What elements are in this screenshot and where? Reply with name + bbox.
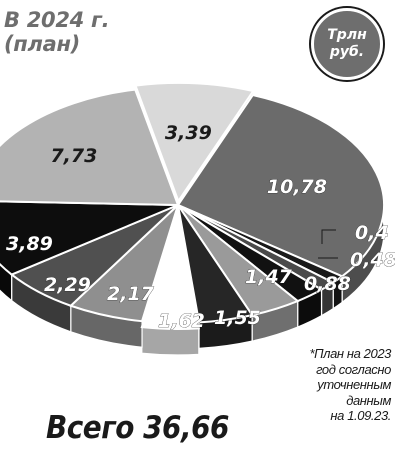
footnote-line: год согласно [316, 361, 391, 377]
footnote-line: *План на 2023 [309, 346, 391, 361]
slice-value-label: 7,73 [50, 145, 97, 167]
pie-slice [177, 204, 254, 324]
unit-label-line-1: Трлн [327, 27, 367, 43]
slice-value-label: 3,89 [6, 233, 53, 255]
slice-value-label: 0,88 [304, 273, 351, 295]
pie-slice [176, 93, 385, 278]
slice-value-label: 3,39 [165, 122, 212, 144]
pie-slice [0, 200, 179, 276]
slice-value-label: 0,48 [350, 249, 395, 271]
slice-value-label: 1,62 [158, 310, 205, 332]
unit-label: Трлн руб. [314, 27, 380, 61]
total-value: 36,66 [143, 410, 229, 446]
leader-line [321, 229, 336, 244]
slice-value-label: 1,55 [214, 307, 261, 329]
title-line-1: В 2024 г. [4, 8, 110, 32]
slice-value-label: 1,47 [245, 266, 293, 288]
pie-slice [0, 88, 180, 207]
footnote-line: на 1.09.23. [330, 408, 391, 423]
pie-slice [140, 210, 200, 330]
pie-top-face [0, 82, 385, 330]
total-label: Всего [46, 410, 134, 446]
pie-slice [134, 82, 255, 204]
slice-value-label: 2,17 [107, 283, 155, 305]
slice-value-label: 2,29 [44, 274, 91, 296]
total-sum: Всего 36,66 [46, 410, 266, 446]
pie-leader-lines [318, 229, 338, 259]
unit-badge: Трлн руб. [311, 8, 383, 80]
slice-value-label: 10,78 [267, 176, 327, 198]
pie-labels: 3,39 10,78 0,4 0,480,88 1,47 1,55 1,622,17 2,29… [6, 122, 395, 332]
footnote-line: данным [346, 392, 391, 408]
footnote: *План на 2023 год согласно уточненным данны… [255, 346, 391, 424]
title-line-2: (план) [4, 32, 80, 56]
footnote-line: уточненным [317, 377, 391, 392]
chart-title: В 2024 г. (план) [4, 8, 164, 56]
unit-label-line-2: руб. [329, 44, 365, 60]
slice-value-label: 0,4 [355, 222, 389, 244]
